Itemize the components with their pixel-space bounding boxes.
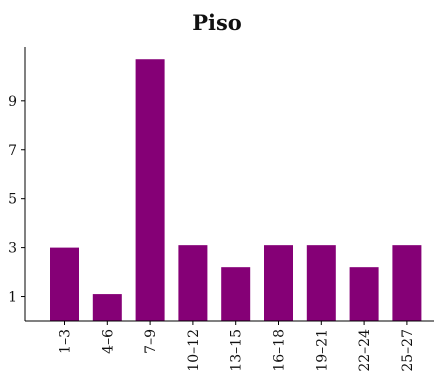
y-axis-ticks: 1 3 5 7 9 [8,94,25,306]
bar-6 [264,245,293,321]
x-tick-label: 16–18 [272,329,288,372]
x-tick-label: 4–6 [100,329,116,354]
bar-5 [221,267,250,321]
bar-8 [350,267,379,321]
bar-1 [50,248,79,321]
y-tick-label: 7 [8,143,17,159]
y-tick-label: 3 [8,241,17,257]
x-tick-label: 13–15 [229,329,245,372]
bar-7 [307,245,336,321]
bar-2 [93,294,122,321]
x-tick-label: 22–24 [357,329,373,372]
x-axis-ticks: 1–3 4–6 7–9 10–12 13–15 16–18 19–21 22–24 25–27 [58,321,416,372]
y-tick-label: 5 [8,192,17,208]
x-tick-label: 19–21 [314,329,330,372]
y-tick-label: 1 [8,290,17,306]
x-tick-label: 1–3 [58,329,74,354]
x-tick-label: 25–27 [400,329,416,372]
chart-title: Piso [192,10,242,35]
y-tick-label: 9 [8,94,17,110]
bar-9 [392,245,421,321]
bars-group [50,59,421,321]
x-tick-label: 10–12 [186,329,202,372]
bar-3 [136,59,165,321]
bar-4 [178,245,207,321]
x-tick-label: 7–9 [143,329,159,354]
